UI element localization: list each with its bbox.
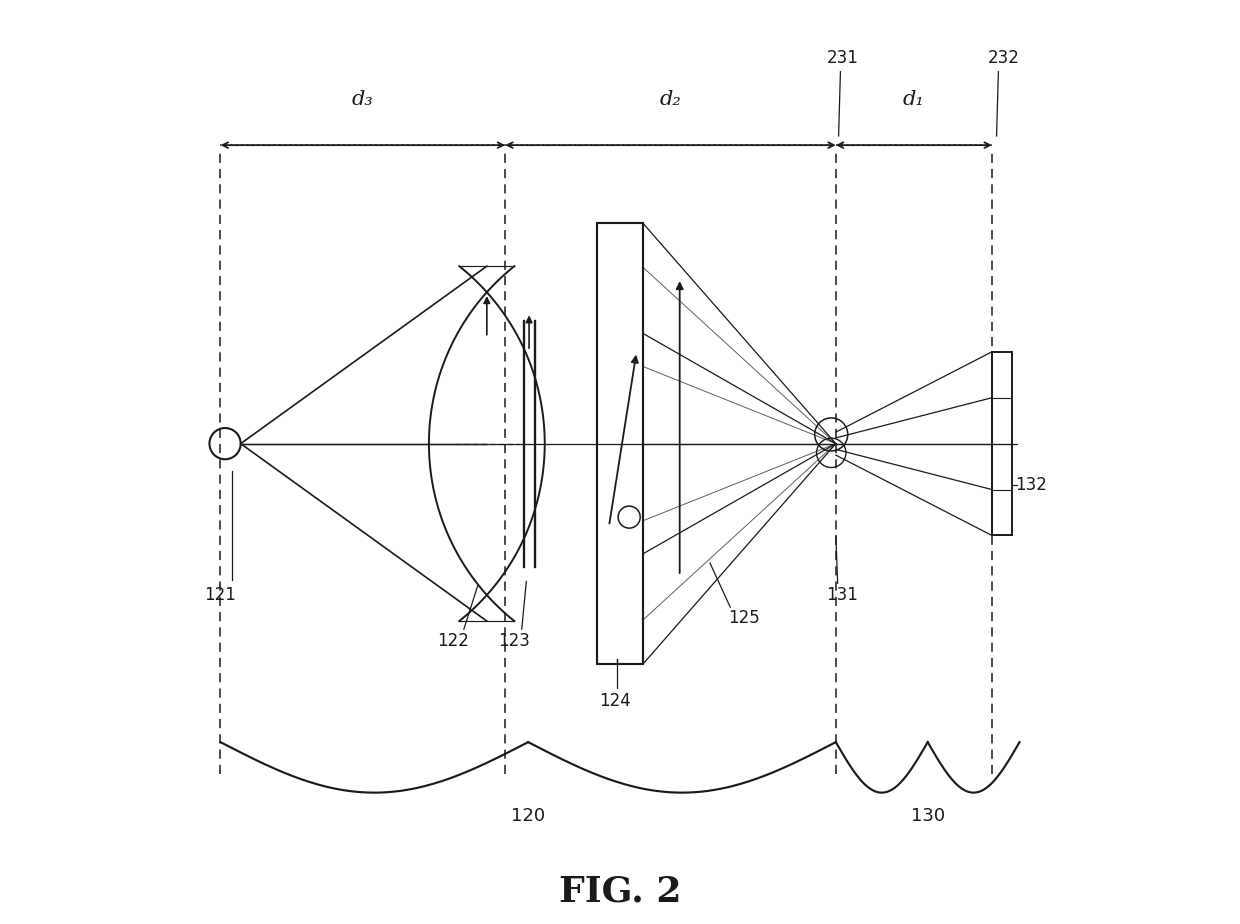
Text: d₂: d₂ — [660, 90, 682, 109]
Text: 132: 132 — [1016, 476, 1048, 494]
Text: 121: 121 — [205, 586, 237, 604]
Text: d₁: d₁ — [903, 90, 925, 109]
Text: FIG. 2: FIG. 2 — [559, 875, 681, 909]
Text: 232: 232 — [988, 49, 1019, 67]
Text: 130: 130 — [910, 807, 945, 824]
Bar — [992, 352, 1012, 536]
Bar — [596, 224, 644, 664]
Text: 231: 231 — [826, 49, 858, 67]
Text: d₃: d₃ — [352, 90, 373, 109]
Text: 124: 124 — [599, 692, 631, 710]
Text: 123: 123 — [498, 632, 531, 650]
Text: 131: 131 — [826, 586, 858, 604]
Text: 125: 125 — [728, 609, 760, 627]
Text: 122: 122 — [436, 632, 469, 650]
Text: 120: 120 — [511, 807, 546, 824]
